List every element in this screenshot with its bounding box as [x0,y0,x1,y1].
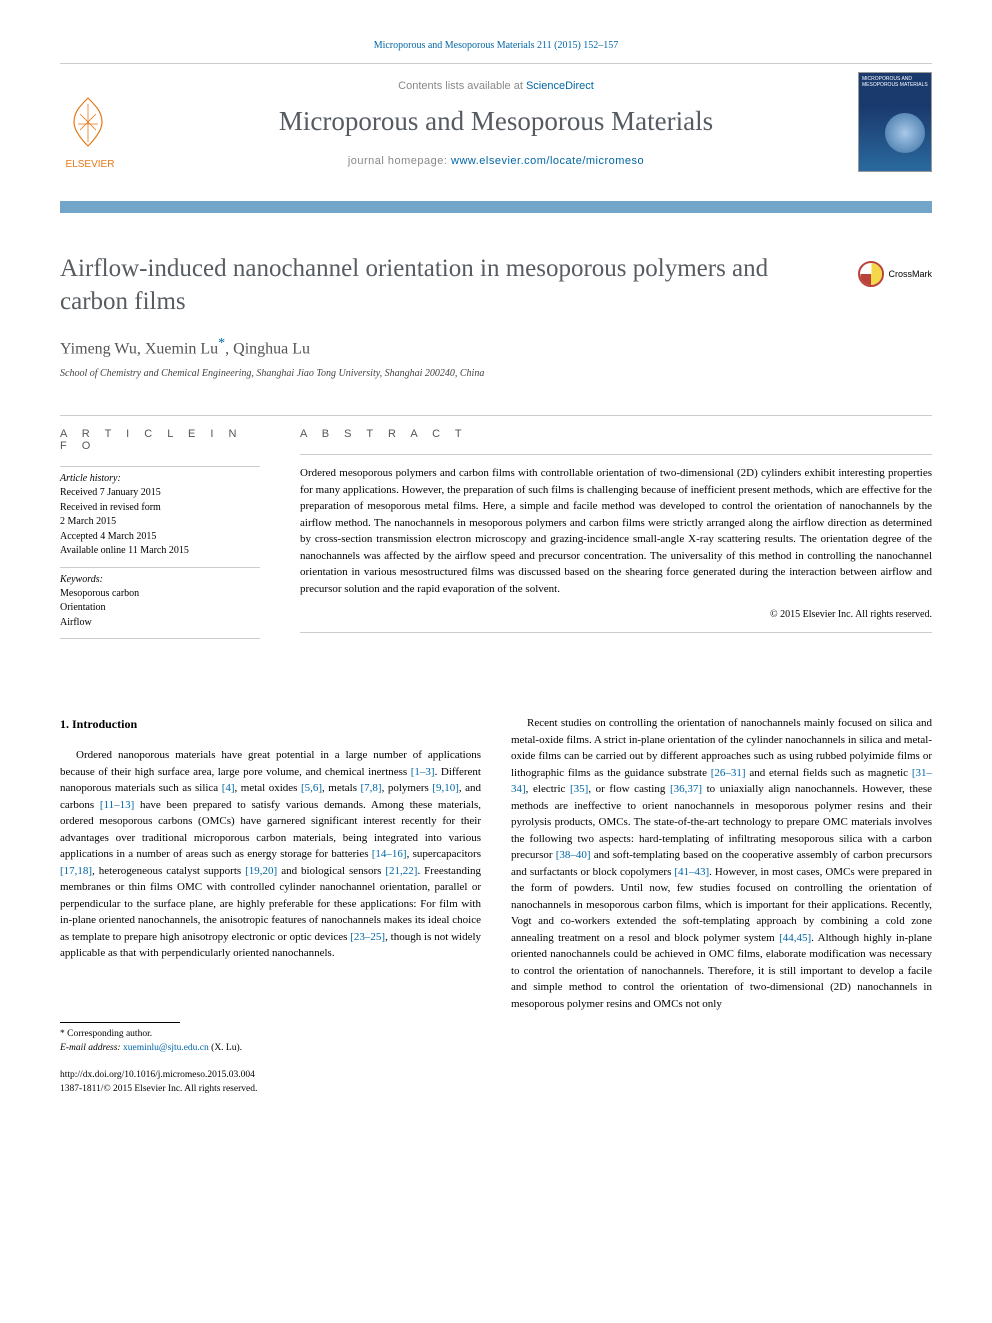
homepage-prefix: journal homepage: [348,155,451,167]
ref-link[interactable]: [7,8] [361,782,382,794]
article-title: Airflow-induced nanochannel orientation … [60,253,932,318]
email-link[interactable]: xueminlu@sjtu.edu.cn [123,1043,209,1053]
history-text: Received 7 January 2015 Received in revi… [60,486,260,559]
contents-prefix: Contents lists available at [398,80,526,92]
ref-link[interactable]: [5,6] [301,782,322,794]
author-names: Yimeng Wu, Xuemin Lu [60,340,218,357]
crossmark-label: CrossMark [888,269,932,279]
publisher-logo[interactable]: ELSEVIER [60,94,120,174]
email-label: E-mail address: [60,1043,123,1053]
contents-line: Contents lists available at ScienceDirec… [60,80,932,92]
ref-link[interactable]: [4] [222,782,235,794]
ref-link[interactable]: [41–43] [674,866,709,878]
crossmark-icon [858,261,884,287]
ref-link[interactable]: [35] [570,783,588,795]
column-left: 1. Introduction Ordered nanoporous mater… [60,715,481,1096]
abstract-heading: A B S T R A C T [300,428,932,440]
doi-link[interactable]: http://dx.doi.org/10.1016/j.micromeso.20… [60,1069,481,1082]
publisher-name: ELSEVIER [60,159,120,170]
masthead: ELSEVIER Contents lists available at Sci… [60,63,932,213]
journal-cover-thumbnail[interactable]: MICROPOROUS AND MESOPOROUS MATERIALS [858,72,932,172]
author-name-3: , Qinghua Lu [225,340,310,357]
homepage-line: journal homepage: www.elsevier.com/locat… [60,155,932,167]
doi-block: http://dx.doi.org/10.1016/j.micromeso.20… [60,1069,481,1096]
ref-link[interactable]: [17,18] [60,865,92,877]
corr-author-label: * Corresponding author. [60,1027,481,1041]
sciencedirect-link[interactable]: ScienceDirect [526,80,594,92]
cover-graphic-icon [885,113,925,153]
body-text: 1. Introduction Ordered nanoporous mater… [60,715,932,1096]
elsevier-tree-icon [60,94,116,150]
corresponding-footer: * Corresponding author. E-mail address: … [60,1022,481,1056]
abstract-text: Ordered mesoporous polymers and carbon f… [300,465,932,597]
ref-link[interactable]: [14–16] [372,848,407,860]
email-suffix: (X. Lu). [209,1043,242,1053]
intro-para-2: Recent studies on controlling the orient… [511,715,932,1012]
crossmark-badge[interactable]: CrossMark [858,261,932,287]
history-label: Article history: [60,473,260,484]
intro-para-1: Ordered nanoporous materials have great … [60,747,481,962]
ref-link[interactable]: [38–40] [556,849,591,861]
keywords-text: Mesoporous carbon Orientation Airflow [60,587,260,631]
ref-link[interactable]: [9,10] [432,782,459,794]
intro-heading: 1. Introduction [60,715,481,733]
ref-link[interactable]: [26–31] [711,767,746,779]
copyright-line: © 2015 Elsevier Inc. All rights reserved… [300,609,932,620]
info-heading: A R T I C L E I N F O [60,428,260,452]
keywords-label: Keywords: [60,574,260,585]
citation-banner: Microporous and Mesoporous Materials 211… [60,40,932,51]
ref-link[interactable]: [44,45] [779,932,811,944]
affiliation: School of Chemistry and Chemical Enginee… [60,368,932,379]
ref-link[interactable]: [23–25] [350,931,385,943]
ref-link[interactable]: [21,22] [385,865,417,877]
ref-link[interactable]: [36,37] [670,783,702,795]
journal-name: Microporous and Mesoporous Materials [60,106,932,137]
cover-title: MICROPOROUS AND MESOPOROUS MATERIALS [859,73,931,91]
authors: Yimeng Wu, Xuemin Lu*, Qinghua Lu [60,336,932,358]
ref-link[interactable]: [1–3] [411,766,435,778]
homepage-url[interactable]: www.elsevier.com/locate/micromeso [451,155,644,167]
ref-link[interactable]: [19,20] [245,865,277,877]
ref-link[interactable]: [11–13] [100,799,134,811]
issn-line: 1387-1811/© 2015 Elsevier Inc. All right… [60,1083,481,1096]
article-info: A R T I C L E I N F O Article history: R… [60,416,260,645]
abstract: A B S T R A C T Ordered mesoporous polym… [300,416,932,645]
column-right: Recent studies on controlling the orient… [511,715,932,1096]
